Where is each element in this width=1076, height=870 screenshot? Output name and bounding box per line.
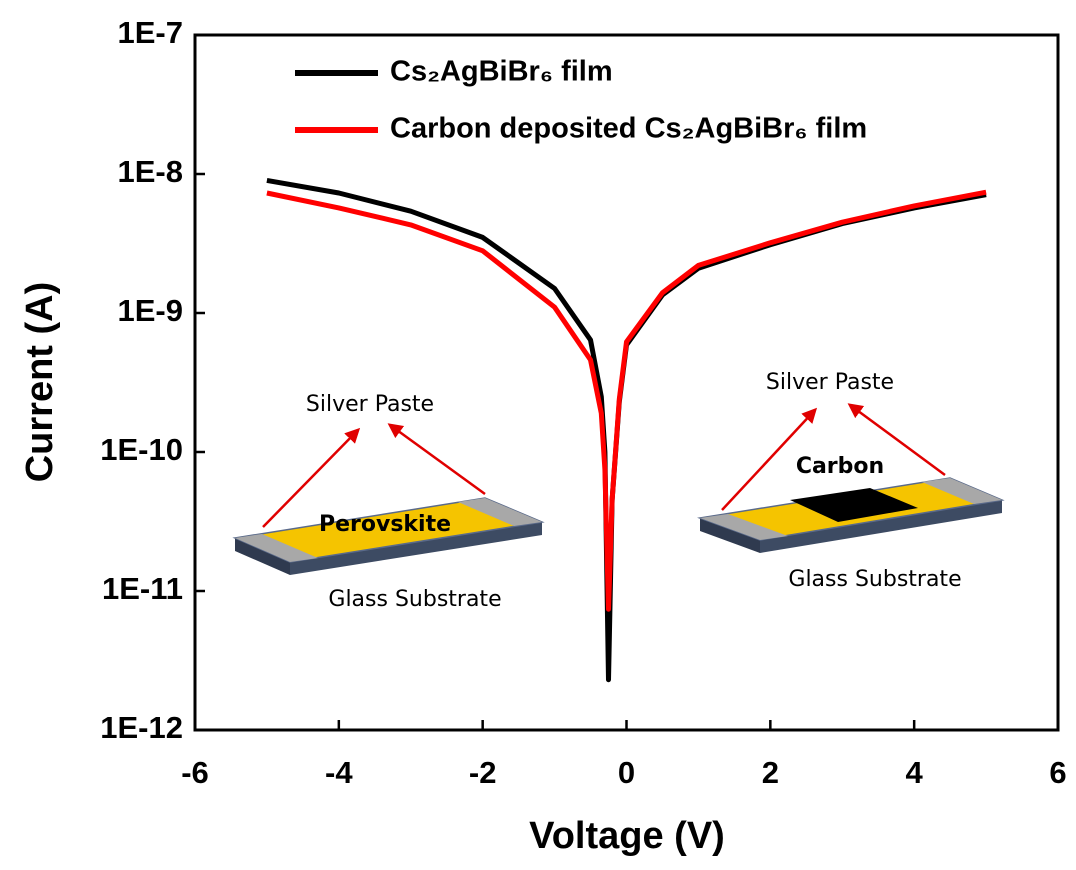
annotation: Glass Substrate bbox=[788, 567, 961, 592]
x-tick-label: 2 bbox=[762, 755, 779, 790]
y-tick-label: 1E-12 bbox=[100, 710, 183, 745]
y-tick-label: 1E-9 bbox=[118, 293, 183, 328]
x-tick-label: -6 bbox=[181, 755, 209, 790]
inset-right: Silver Paste Carbon Glass Substrate bbox=[697, 370, 1005, 592]
x-tick-label: -4 bbox=[325, 755, 353, 790]
legend-label: Cs₂AgBiBr₆ film bbox=[390, 56, 613, 88]
inset-left: Silver Paste Perovskite Glass Substrate bbox=[232, 392, 545, 612]
series-line bbox=[266, 189, 987, 612]
annotation: Glass Substrate bbox=[328, 587, 501, 612]
y-tick-label: 1E-7 bbox=[118, 15, 183, 50]
y-tick-label: 1E-11 bbox=[102, 571, 183, 606]
y-tick-label: 1E-10 bbox=[100, 432, 183, 467]
x-tick-label: 4 bbox=[906, 755, 924, 790]
x-tick-label: -2 bbox=[469, 755, 497, 790]
y-axis-title: Current (A) bbox=[19, 282, 61, 483]
x-tick-label: 0 bbox=[618, 755, 635, 790]
x-axis-title: Voltage (V) bbox=[529, 815, 725, 857]
annotation: Perovskite bbox=[319, 512, 451, 537]
y-tick-label: 1E-8 bbox=[118, 154, 183, 189]
legend-label: Carbon deposited Cs₂AgBiBr₆ film bbox=[390, 113, 867, 145]
x-tick-label: 6 bbox=[1049, 755, 1066, 790]
annotation: Silver Paste bbox=[306, 392, 434, 417]
annotation: Carbon bbox=[796, 454, 884, 479]
annotation: Silver Paste bbox=[766, 370, 894, 395]
